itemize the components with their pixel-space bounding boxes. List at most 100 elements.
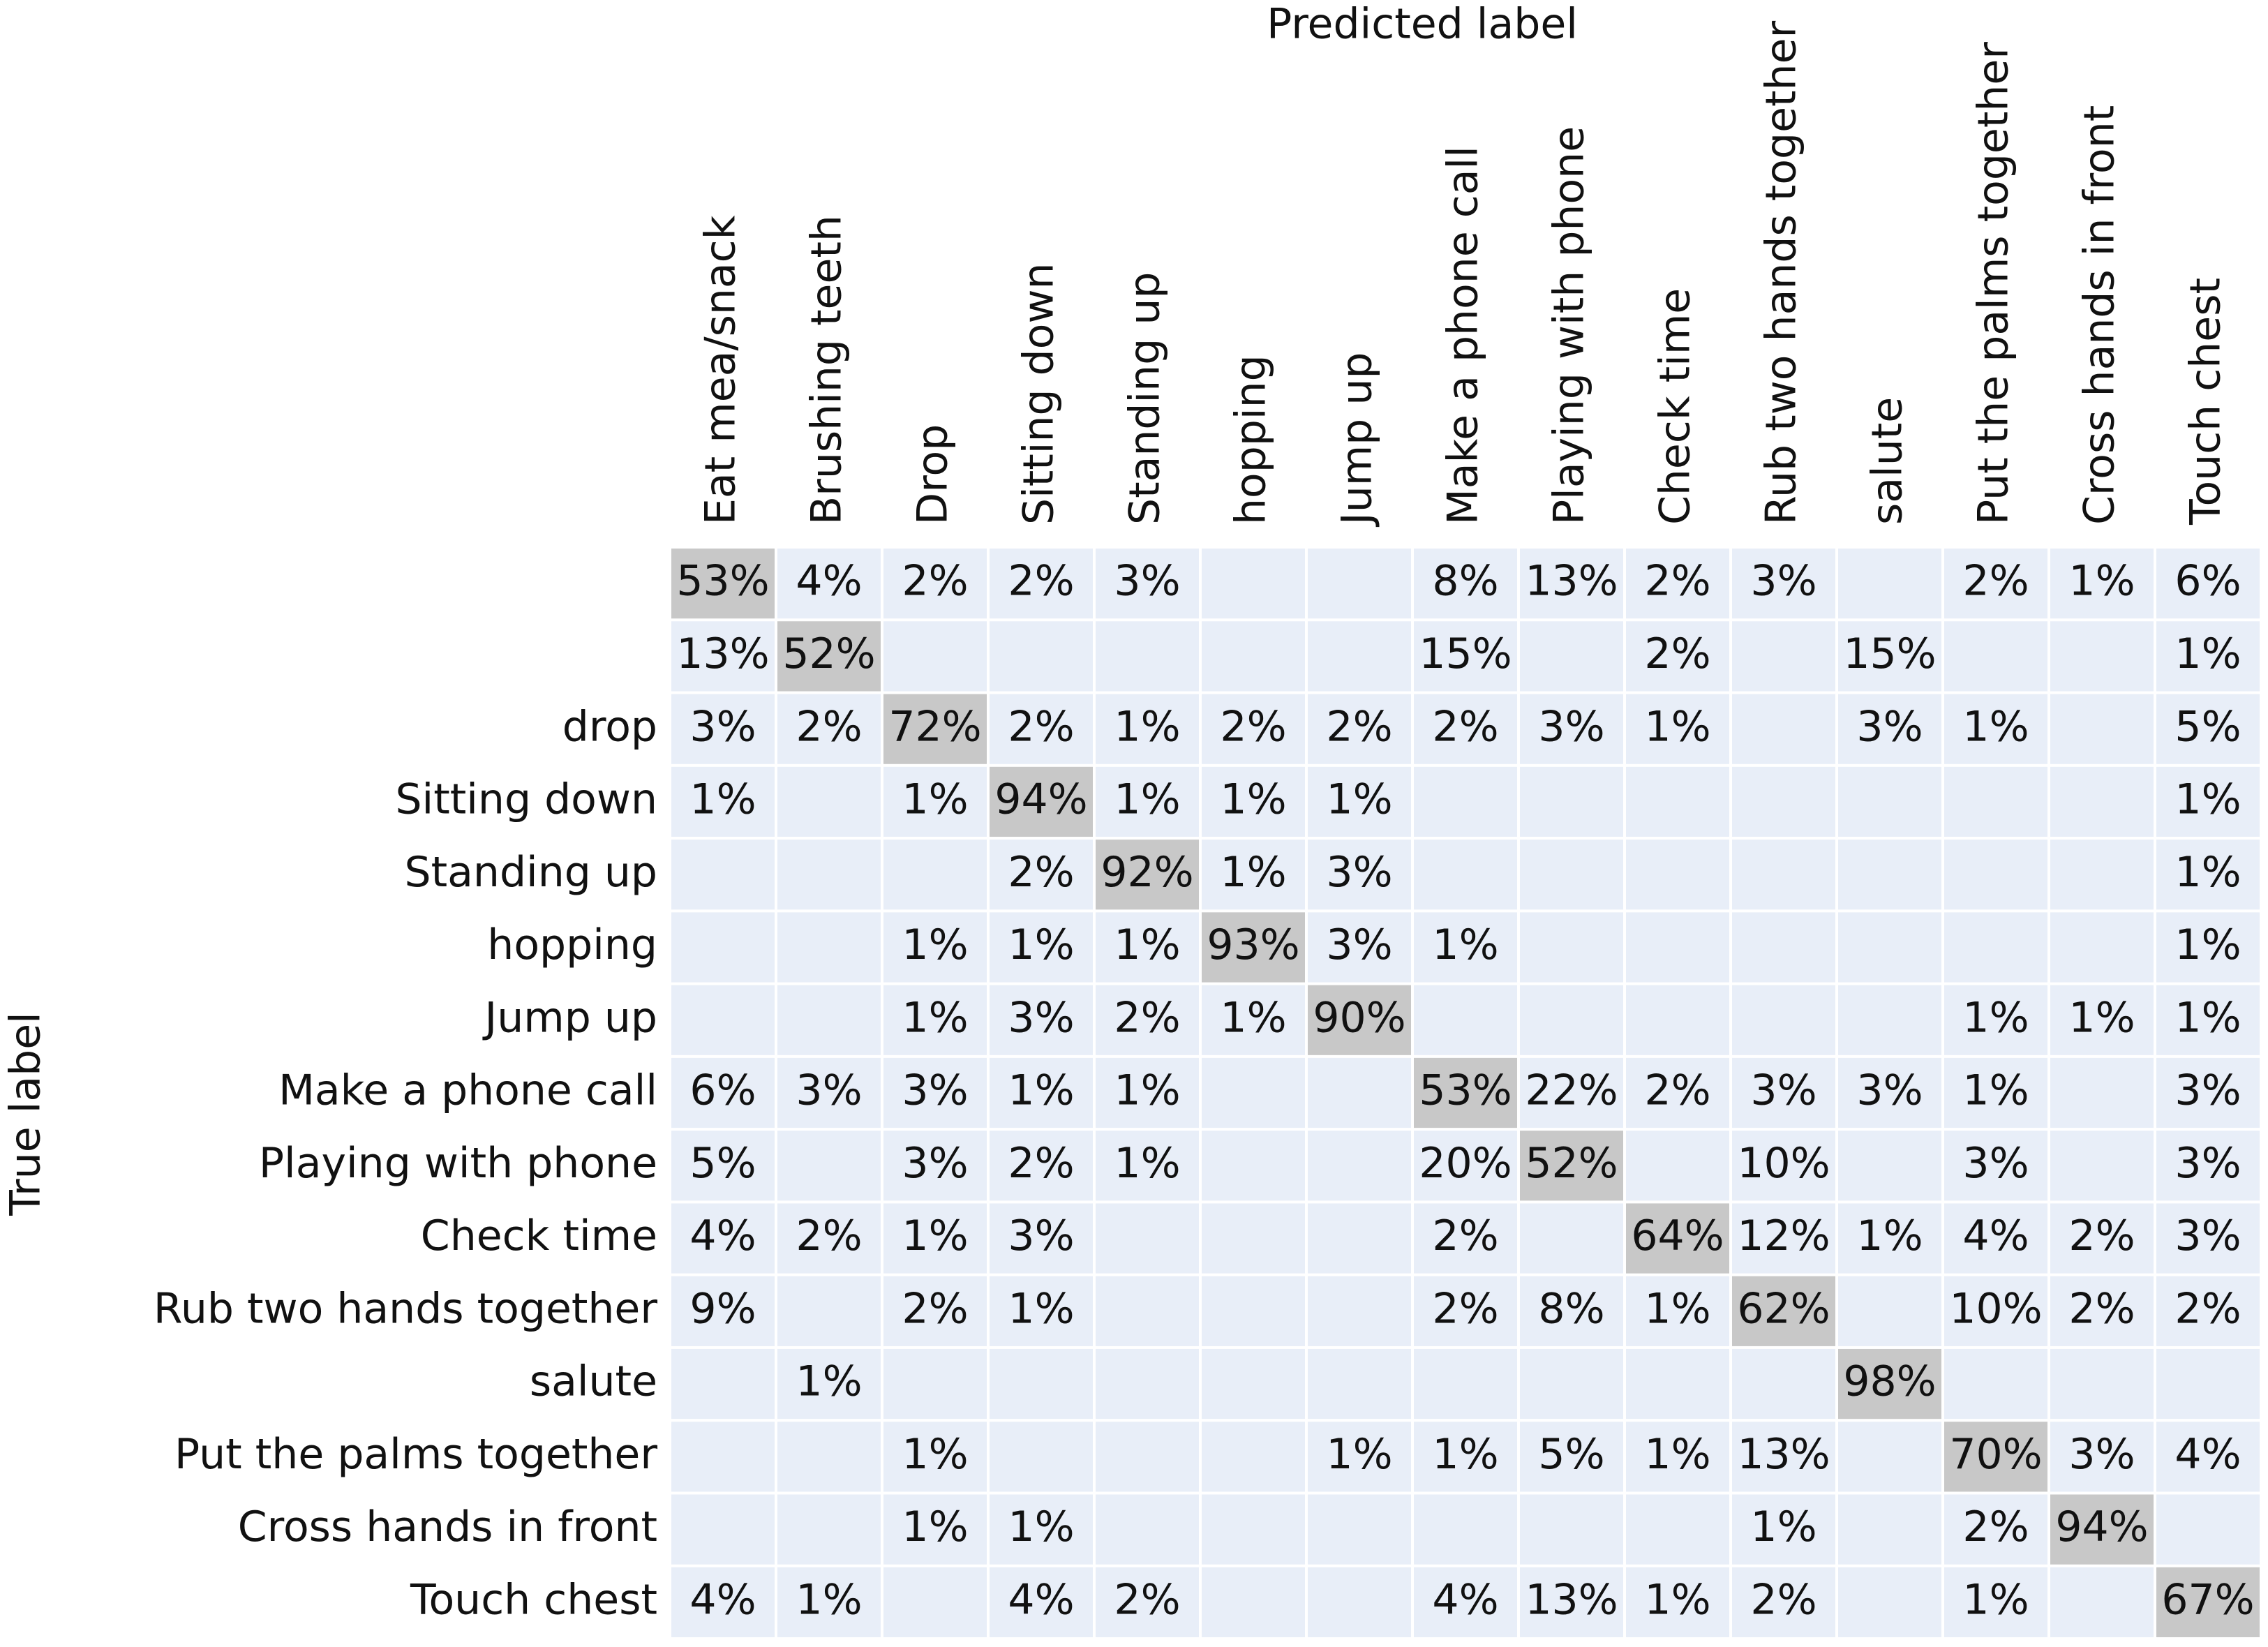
cell [1202, 1276, 1305, 1346]
value-label: 3% [796, 1066, 862, 1115]
cell [2156, 1567, 2260, 1637]
value-label: 2% [1644, 1066, 1710, 1115]
cell [1308, 766, 1411, 837]
value-label: 1% [1644, 1575, 1710, 1624]
value-label: 12% [1737, 1212, 1830, 1260]
cell [1202, 766, 1305, 837]
cell [1838, 621, 1941, 692]
value-label: 93% [1207, 921, 1299, 969]
cell [777, 1348, 881, 1419]
cell [1202, 1494, 1305, 1565]
value-label: 2% [1326, 702, 1392, 751]
value-label: 98% [1843, 1357, 1936, 1406]
cell [883, 1348, 987, 1419]
cell [2156, 912, 2260, 983]
value-label: 2% [1220, 702, 1286, 751]
cell [1414, 766, 1517, 837]
value-label: 2% [796, 702, 862, 751]
cell [1838, 1203, 1941, 1274]
value-label: 10% [1949, 1284, 2042, 1333]
cell [2050, 621, 2154, 692]
value-label: 1% [1644, 702, 1710, 751]
cell [1414, 1422, 1517, 1492]
cell [1520, 549, 1623, 619]
value-label: 52% [782, 629, 875, 678]
cell [2050, 912, 2154, 983]
cell [1944, 912, 2047, 983]
value-label: 3% [1326, 921, 1392, 969]
value-label: 13% [1525, 557, 1618, 606]
cell [1520, 766, 1623, 837]
value-label: 3% [1008, 1212, 1074, 1260]
cell [1944, 1348, 2047, 1419]
value-label: 1% [1750, 1503, 1816, 1551]
cell [777, 621, 881, 692]
x-tick-label: Brushing teeth [803, 215, 851, 525]
cell [671, 621, 775, 692]
cell [1202, 1422, 1305, 1492]
cell [1838, 766, 1941, 837]
cell [883, 621, 987, 692]
cell [883, 694, 987, 764]
cell [883, 840, 987, 910]
value-label: 15% [1843, 629, 1936, 678]
cell [671, 766, 775, 837]
cell [671, 1567, 775, 1637]
cell [2050, 1567, 2154, 1637]
cell [2156, 985, 2260, 1055]
cell [1944, 1422, 2047, 1492]
cell [1202, 1567, 1305, 1637]
cell [2050, 1203, 2154, 1274]
value-label: 94% [994, 775, 1087, 824]
cell [777, 1131, 881, 1201]
cell [2156, 1276, 2260, 1346]
cell [1414, 549, 1517, 619]
cell [1626, 985, 1729, 1055]
value-label: 1% [689, 775, 756, 824]
value-label: 67% [2161, 1575, 2254, 1624]
value-label: 10% [1737, 1139, 1830, 1188]
cell [1838, 985, 1941, 1055]
cell [777, 766, 881, 837]
value-label: 3% [1750, 557, 1816, 606]
value-label: 15% [1419, 629, 1512, 678]
cell [883, 549, 987, 619]
cell [1202, 985, 1305, 1055]
cell [777, 1203, 881, 1274]
cell [2050, 1348, 2154, 1419]
value-label: 8% [1432, 557, 1498, 606]
value-label: 1% [1008, 1503, 1074, 1551]
cell [1626, 912, 1729, 983]
cell [1626, 694, 1729, 764]
value-label: 2% [1432, 1284, 1498, 1333]
cell [2156, 840, 2260, 910]
cell [1096, 694, 1199, 764]
cell [1944, 1494, 2047, 1565]
value-label: 2% [1114, 993, 1180, 1042]
value-label: 2% [2174, 1284, 2241, 1333]
cell [1626, 766, 1729, 837]
cell [671, 1131, 775, 1201]
cell [2156, 1057, 2260, 1128]
value-label: 22% [1525, 1066, 1618, 1115]
value-label: 1% [2174, 993, 2241, 1042]
cell [1732, 1276, 1835, 1346]
cell [1096, 621, 1199, 692]
y-axis-title: True label [1, 1012, 50, 1216]
value-label: 2% [1962, 557, 2029, 606]
y-tick-label: Make a phone call [278, 1066, 657, 1115]
value-label: 92% [1101, 848, 1193, 897]
value-label: 5% [689, 1139, 756, 1188]
value-label: 64% [1631, 1212, 1724, 1260]
value-label: 1% [902, 775, 968, 824]
value-label: 3% [2174, 1139, 2241, 1188]
cell [1838, 1494, 1941, 1565]
value-label: 1% [2068, 557, 2135, 606]
cell [883, 1422, 987, 1492]
cell [990, 1203, 1093, 1274]
cell [1732, 1203, 1835, 1274]
x-tick-label: Eat mea/snack [696, 215, 745, 525]
cell [2156, 766, 2260, 837]
cell [990, 985, 1093, 1055]
cell [2050, 694, 2154, 764]
